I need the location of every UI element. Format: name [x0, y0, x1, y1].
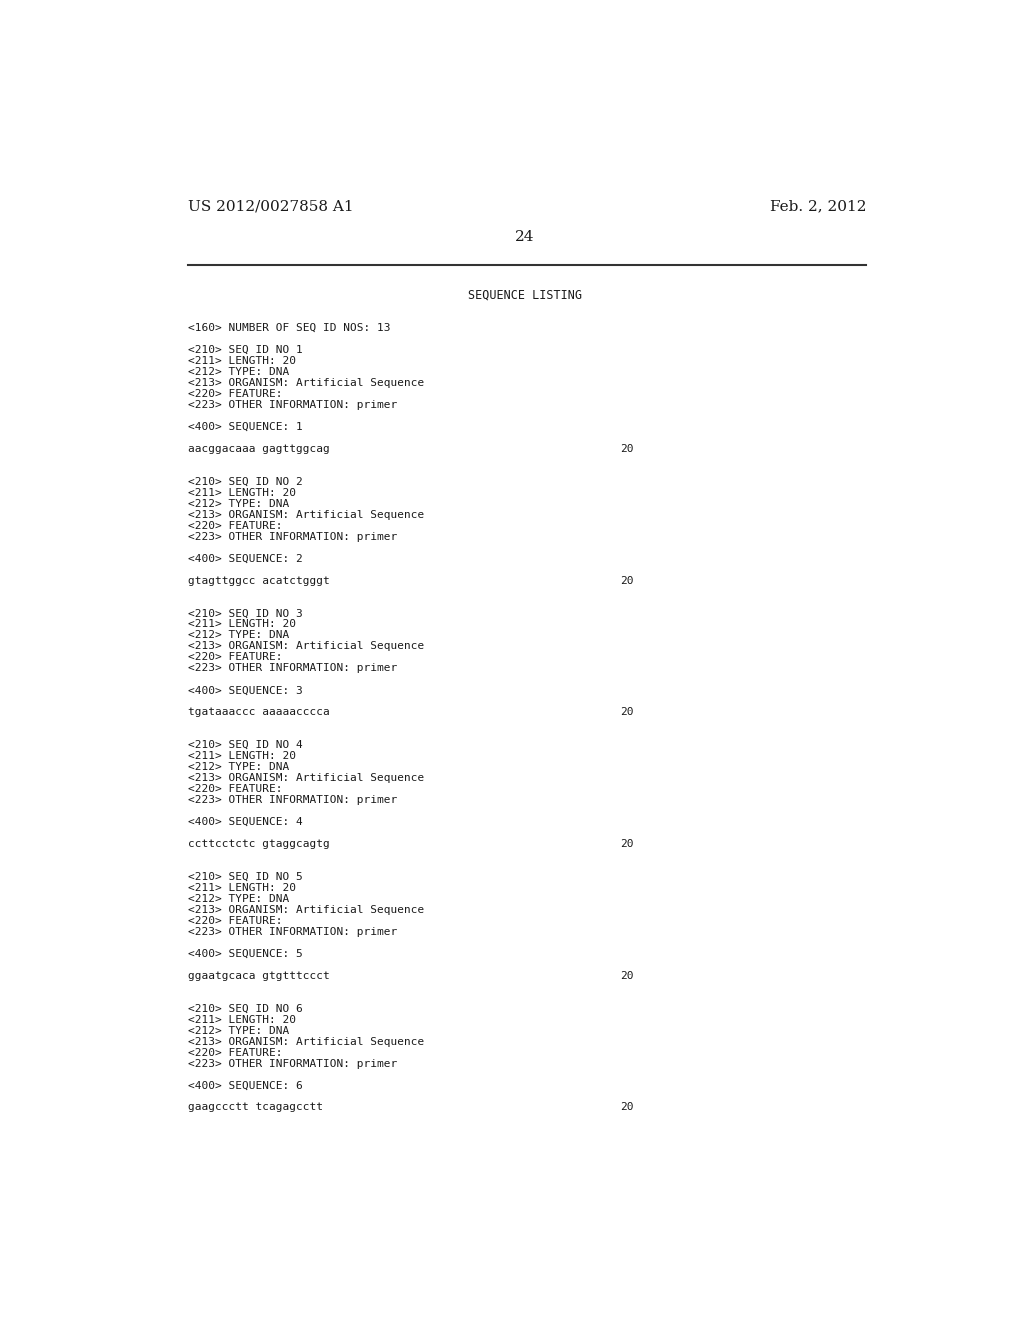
- Text: tgataaaccc aaaaacccca: tgataaaccc aaaaacccca: [187, 708, 330, 717]
- Text: <212> TYPE: DNA: <212> TYPE: DNA: [187, 1026, 289, 1036]
- Text: gtagttggcc acatctgggt: gtagttggcc acatctgggt: [187, 576, 330, 586]
- Text: <223> OTHER INFORMATION: primer: <223> OTHER INFORMATION: primer: [187, 664, 396, 673]
- Text: <223> OTHER INFORMATION: primer: <223> OTHER INFORMATION: primer: [187, 1059, 396, 1068]
- Text: <213> ORGANISM: Artificial Sequence: <213> ORGANISM: Artificial Sequence: [187, 1036, 424, 1047]
- Text: <213> ORGANISM: Artificial Sequence: <213> ORGANISM: Artificial Sequence: [187, 510, 424, 520]
- Text: SEQUENCE LISTING: SEQUENCE LISTING: [468, 289, 582, 301]
- Text: 20: 20: [620, 1102, 634, 1113]
- Text: gaagccctt tcagagcctt: gaagccctt tcagagcctt: [187, 1102, 323, 1113]
- Text: <213> ORGANISM: Artificial Sequence: <213> ORGANISM: Artificial Sequence: [187, 904, 424, 915]
- Text: <211> LENGTH: 20: <211> LENGTH: 20: [187, 619, 296, 630]
- Text: <212> TYPE: DNA: <212> TYPE: DNA: [187, 762, 289, 772]
- Text: <212> TYPE: DNA: <212> TYPE: DNA: [187, 631, 289, 640]
- Text: <210> SEQ ID NO 6: <210> SEQ ID NO 6: [187, 1003, 302, 1014]
- Text: <400> SEQUENCE: 3: <400> SEQUENCE: 3: [187, 685, 302, 696]
- Text: <220> FEATURE:: <220> FEATURE:: [187, 520, 282, 531]
- Text: 20: 20: [620, 444, 634, 454]
- Text: <210> SEQ ID NO 5: <210> SEQ ID NO 5: [187, 873, 302, 882]
- Text: aacggacaaa gagttggcag: aacggacaaa gagttggcag: [187, 444, 330, 454]
- Text: <220> FEATURE:: <220> FEATURE:: [187, 916, 282, 925]
- Text: <220> FEATURE:: <220> FEATURE:: [187, 389, 282, 399]
- Text: <210> SEQ ID NO 1: <210> SEQ ID NO 1: [187, 345, 302, 355]
- Text: <211> LENGTH: 20: <211> LENGTH: 20: [187, 1015, 296, 1024]
- Text: <220> FEATURE:: <220> FEATURE:: [187, 784, 282, 795]
- Text: <400> SEQUENCE: 6: <400> SEQUENCE: 6: [187, 1081, 302, 1090]
- Text: <220> FEATURE:: <220> FEATURE:: [187, 652, 282, 663]
- Text: <400> SEQUENCE: 4: <400> SEQUENCE: 4: [187, 817, 302, 828]
- Text: <212> TYPE: DNA: <212> TYPE: DNA: [187, 499, 289, 508]
- Text: <220> FEATURE:: <220> FEATURE:: [187, 1048, 282, 1057]
- Text: <211> LENGTH: 20: <211> LENGTH: 20: [187, 356, 296, 366]
- Text: <213> ORGANISM: Artificial Sequence: <213> ORGANISM: Artificial Sequence: [187, 774, 424, 783]
- Text: <210> SEQ ID NO 2: <210> SEQ ID NO 2: [187, 477, 302, 487]
- Text: <223> OTHER INFORMATION: primer: <223> OTHER INFORMATION: primer: [187, 927, 396, 937]
- Text: <210> SEQ ID NO 3: <210> SEQ ID NO 3: [187, 609, 302, 619]
- Text: <211> LENGTH: 20: <211> LENGTH: 20: [187, 487, 296, 498]
- Text: US 2012/0027858 A1: US 2012/0027858 A1: [187, 199, 353, 213]
- Text: <223> OTHER INFORMATION: primer: <223> OTHER INFORMATION: primer: [187, 532, 396, 541]
- Text: <223> OTHER INFORMATION: primer: <223> OTHER INFORMATION: primer: [187, 400, 396, 411]
- Text: 24: 24: [515, 230, 535, 244]
- Text: <213> ORGANISM: Artificial Sequence: <213> ORGANISM: Artificial Sequence: [187, 378, 424, 388]
- Text: <213> ORGANISM: Artificial Sequence: <213> ORGANISM: Artificial Sequence: [187, 642, 424, 651]
- Text: 20: 20: [620, 708, 634, 717]
- Text: 20: 20: [620, 970, 634, 981]
- Text: Feb. 2, 2012: Feb. 2, 2012: [770, 199, 866, 213]
- Text: <210> SEQ ID NO 4: <210> SEQ ID NO 4: [187, 741, 302, 750]
- Text: <400> SEQUENCE: 2: <400> SEQUENCE: 2: [187, 553, 302, 564]
- Text: <212> TYPE: DNA: <212> TYPE: DNA: [187, 894, 289, 904]
- Text: <211> LENGTH: 20: <211> LENGTH: 20: [187, 883, 296, 892]
- Text: <400> SEQUENCE: 5: <400> SEQUENCE: 5: [187, 949, 302, 958]
- Text: <211> LENGTH: 20: <211> LENGTH: 20: [187, 751, 296, 762]
- Text: <212> TYPE: DNA: <212> TYPE: DNA: [187, 367, 289, 378]
- Text: 20: 20: [620, 840, 634, 849]
- Text: ccttcctctc gtaggcagtg: ccttcctctc gtaggcagtg: [187, 840, 330, 849]
- Text: <400> SEQUENCE: 1: <400> SEQUENCE: 1: [187, 422, 302, 432]
- Text: <223> OTHER INFORMATION: primer: <223> OTHER INFORMATION: primer: [187, 795, 396, 805]
- Text: 20: 20: [620, 576, 634, 586]
- Text: <160> NUMBER OF SEQ ID NOS: 13: <160> NUMBER OF SEQ ID NOS: 13: [187, 323, 390, 333]
- Text: ggaatgcaca gtgtttccct: ggaatgcaca gtgtttccct: [187, 970, 330, 981]
